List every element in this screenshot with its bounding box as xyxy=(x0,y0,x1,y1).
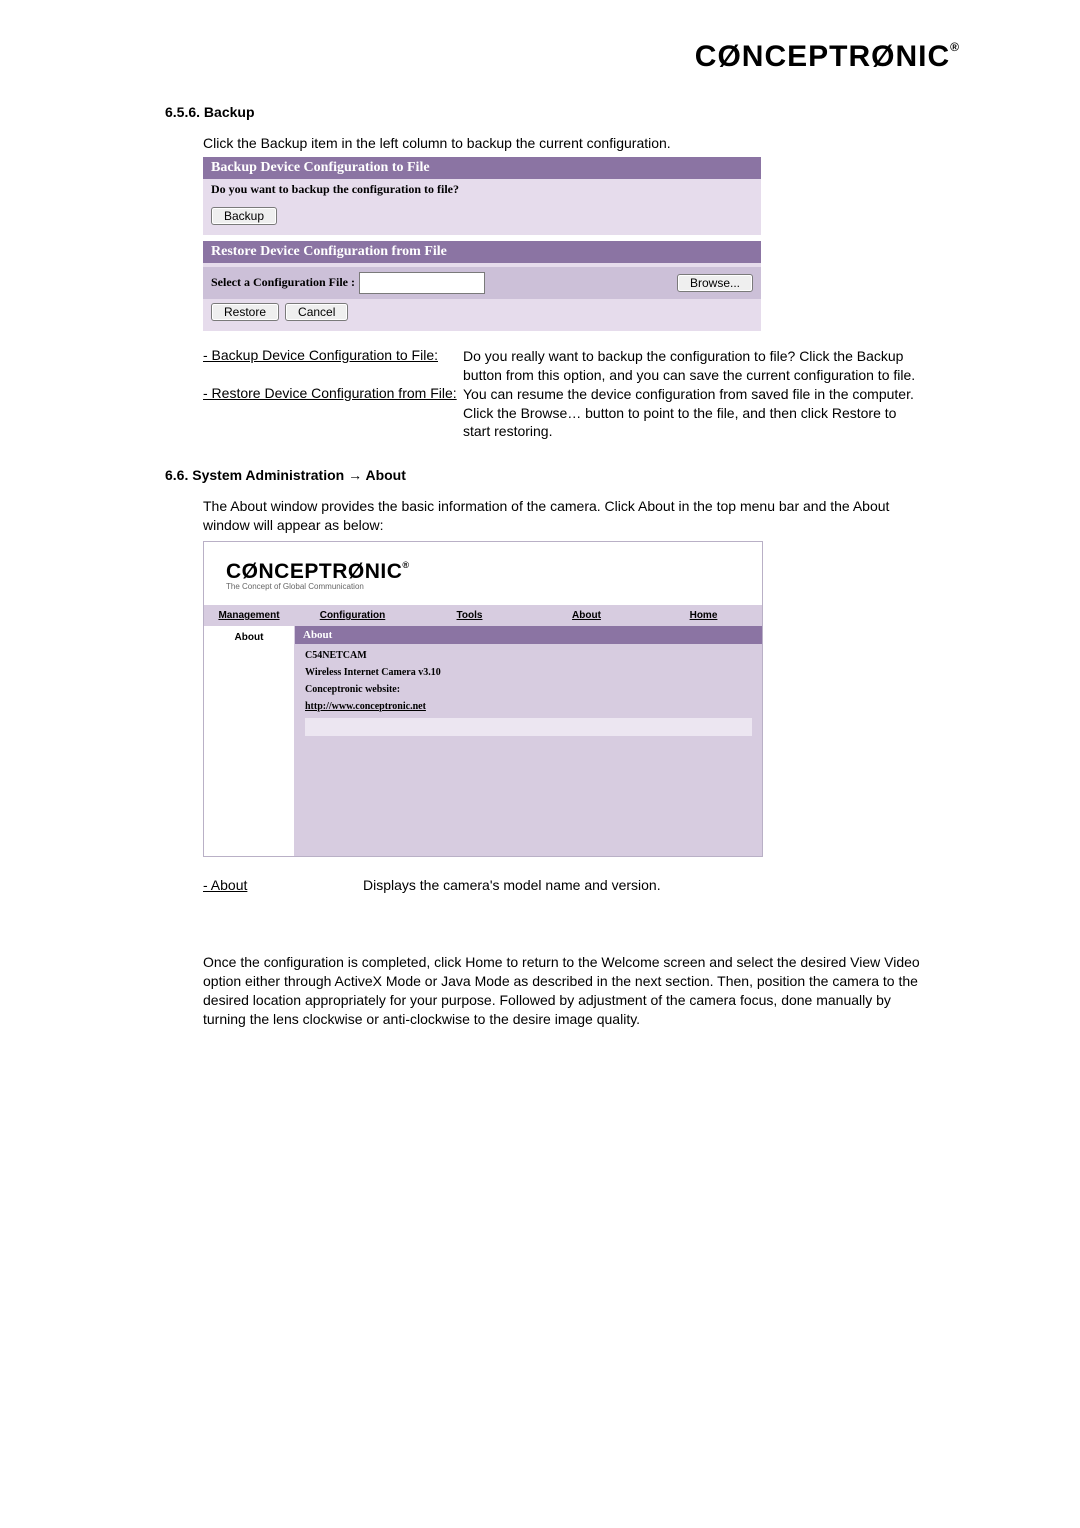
about-screenshot: CØNCEPTRØNIC® The Concept of Global Comm… xyxy=(203,541,763,857)
menu-management[interactable]: Management xyxy=(204,605,294,626)
desc-restore-label: - Restore Device Configuration from File… xyxy=(203,385,463,442)
restore-button[interactable]: Restore xyxy=(211,303,279,321)
backup-prompt: Do you want to backup the configuration … xyxy=(203,179,761,203)
desc-backup-label: - Backup Device Configuration to File: xyxy=(203,347,463,385)
final-paragraph: Once the configuration is completed, cli… xyxy=(203,953,920,1029)
section-about-heading: 6.6. System Administration → About xyxy=(165,467,920,483)
about-intro: The About window provides the basic info… xyxy=(203,497,920,535)
about-box-title: About xyxy=(295,626,762,644)
cancel-button[interactable]: Cancel xyxy=(285,303,348,321)
about-line-site: Conceptronic website: xyxy=(305,684,752,695)
section-backup-heading: 6.5.6. Backup xyxy=(165,104,920,120)
backup-panel-title: Backup Device Configuration to File xyxy=(203,157,761,179)
browse-button[interactable]: Browse... xyxy=(677,274,753,292)
menu-tools[interactable]: Tools xyxy=(411,605,528,626)
side-about[interactable]: About xyxy=(204,632,294,643)
backup-panel: Backup Device Configuration to File Do y… xyxy=(203,157,761,331)
menu-home[interactable]: Home xyxy=(645,605,762,626)
restore-panel-title: Restore Device Configuration from File xyxy=(203,241,761,263)
about-desc-text: Displays the camera's model name and ver… xyxy=(363,877,920,893)
ss-tagline: The Concept of Global Communication xyxy=(226,582,750,591)
ss-brand-logo: CØNCEPTRØNIC® xyxy=(226,560,750,584)
about-desc-label: - About xyxy=(203,877,363,893)
about-link[interactable]: http://www.conceptronic.net xyxy=(305,701,426,712)
desc-restore-text: You can resume the device configuration … xyxy=(463,385,920,442)
menu-about[interactable]: About xyxy=(528,605,645,626)
about-inner-box xyxy=(305,718,752,736)
brand-logo: CØNCEPTRØNIC® xyxy=(695,40,960,74)
config-file-input[interactable] xyxy=(359,272,485,294)
backup-button[interactable]: Backup xyxy=(211,207,277,225)
desc-backup-text: Do you really want to backup the configu… xyxy=(463,347,920,385)
about-line-model: C54NETCAM xyxy=(305,650,752,661)
brand-header: CØNCEPTRØNIC® xyxy=(0,40,1080,74)
backup-intro: Click the Backup item in the left column… xyxy=(203,134,920,153)
select-config-label: Select a Configuration File : xyxy=(211,275,355,290)
about-line-version: Wireless Internet Camera v3.10 xyxy=(305,667,752,678)
menu-configuration[interactable]: Configuration xyxy=(294,605,411,626)
